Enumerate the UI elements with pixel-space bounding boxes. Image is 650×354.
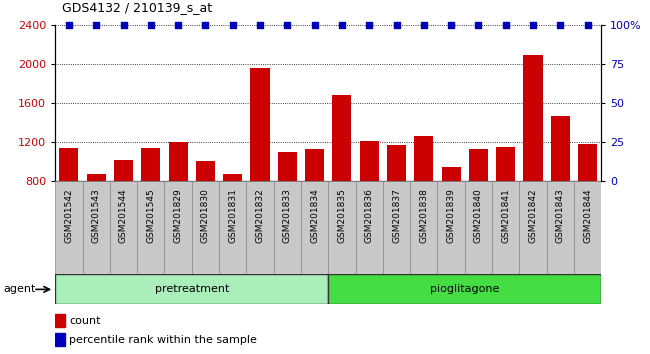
- Text: pioglitagone: pioglitagone: [430, 284, 499, 295]
- Text: GSM201834: GSM201834: [310, 188, 319, 243]
- Point: [91, 22, 101, 28]
- Point: [255, 22, 265, 28]
- Text: GSM201836: GSM201836: [365, 188, 374, 243]
- Text: GSM201844: GSM201844: [583, 188, 592, 243]
- Bar: [519, 181, 547, 274]
- Text: percentile rank within the sample: percentile rank within the sample: [69, 335, 257, 345]
- Point: [118, 22, 129, 28]
- Point: [146, 22, 156, 28]
- Text: GSM201839: GSM201839: [447, 188, 456, 243]
- Point: [391, 22, 402, 28]
- Text: count: count: [69, 316, 100, 326]
- Text: GSM201842: GSM201842: [528, 188, 538, 243]
- Text: agent: agent: [3, 284, 36, 295]
- Bar: [55, 314, 65, 327]
- Point: [227, 22, 238, 28]
- Bar: [414, 136, 434, 181]
- Point: [528, 22, 538, 28]
- Bar: [551, 116, 570, 181]
- Point: [446, 22, 456, 28]
- Text: GSM201831: GSM201831: [228, 188, 237, 243]
- Bar: [578, 143, 597, 181]
- Bar: [469, 149, 488, 181]
- Bar: [387, 145, 406, 181]
- Point: [364, 22, 374, 28]
- Point: [337, 22, 347, 28]
- Text: GSM201545: GSM201545: [146, 188, 155, 243]
- Bar: [356, 181, 383, 274]
- Point: [173, 22, 183, 28]
- Bar: [410, 181, 437, 274]
- Text: GSM201837: GSM201837: [392, 188, 401, 243]
- Bar: [437, 181, 465, 274]
- Text: GSM201542: GSM201542: [64, 188, 73, 243]
- Bar: [278, 152, 297, 181]
- Bar: [441, 167, 461, 181]
- Bar: [196, 161, 215, 181]
- Bar: [223, 174, 242, 181]
- Bar: [332, 95, 352, 181]
- Text: GSM201829: GSM201829: [174, 188, 183, 243]
- Point: [200, 22, 211, 28]
- Bar: [55, 181, 83, 274]
- Text: GSM201830: GSM201830: [201, 188, 210, 243]
- Point: [582, 22, 593, 28]
- Text: GSM201835: GSM201835: [337, 188, 346, 243]
- Text: GSM201833: GSM201833: [283, 188, 292, 243]
- Bar: [55, 333, 65, 346]
- Bar: [110, 181, 137, 274]
- Text: GSM201838: GSM201838: [419, 188, 428, 243]
- Bar: [192, 181, 219, 274]
- Bar: [168, 142, 188, 181]
- Bar: [59, 148, 79, 181]
- Bar: [137, 181, 164, 274]
- Bar: [328, 181, 356, 274]
- Point: [282, 22, 293, 28]
- Bar: [465, 181, 492, 274]
- Text: GSM201841: GSM201841: [501, 188, 510, 243]
- Point: [473, 22, 484, 28]
- Point: [309, 22, 320, 28]
- Bar: [301, 181, 328, 274]
- Point: [64, 22, 74, 28]
- Bar: [328, 274, 601, 304]
- Text: GSM201544: GSM201544: [119, 188, 128, 243]
- Point: [500, 22, 511, 28]
- Bar: [55, 274, 328, 304]
- Text: GSM201543: GSM201543: [92, 188, 101, 243]
- Bar: [114, 160, 133, 181]
- Bar: [164, 181, 192, 274]
- Bar: [83, 181, 110, 274]
- Text: GSM201840: GSM201840: [474, 188, 483, 243]
- Bar: [574, 181, 601, 274]
- Bar: [523, 55, 543, 181]
- Bar: [383, 181, 410, 274]
- Bar: [359, 141, 379, 181]
- Text: pretreatment: pretreatment: [155, 284, 229, 295]
- Bar: [250, 68, 270, 181]
- Point: [555, 22, 566, 28]
- Text: GDS4132 / 210139_s_at: GDS4132 / 210139_s_at: [62, 1, 212, 14]
- Text: GSM201832: GSM201832: [255, 188, 265, 243]
- Bar: [141, 148, 161, 181]
- Bar: [547, 181, 574, 274]
- Bar: [496, 147, 515, 181]
- Bar: [492, 181, 519, 274]
- Bar: [305, 149, 324, 181]
- Text: GSM201843: GSM201843: [556, 188, 565, 243]
- Point: [419, 22, 429, 28]
- Bar: [274, 181, 301, 274]
- Bar: [246, 181, 274, 274]
- Bar: [219, 181, 246, 274]
- Bar: [86, 174, 106, 181]
